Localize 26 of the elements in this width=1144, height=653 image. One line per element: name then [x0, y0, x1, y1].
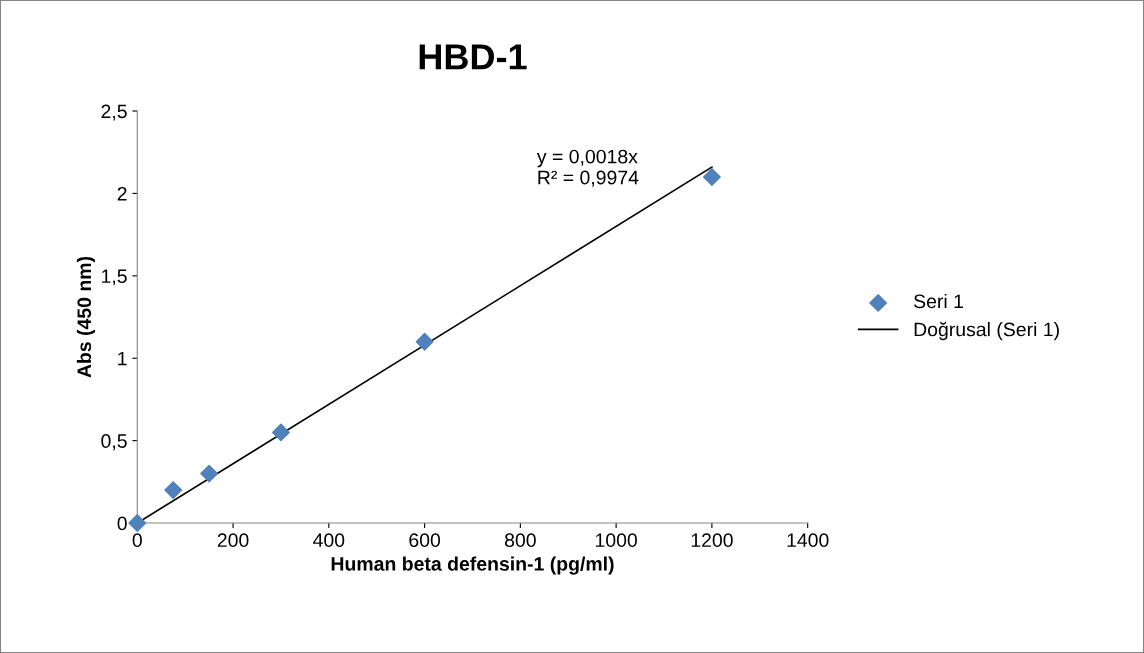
- point: [200, 464, 219, 483]
- legend-label: Doğrusal (Seri 1): [914, 321, 1059, 341]
- annotation: y = 0,0018x R² = 0,9974: [536, 149, 639, 187]
- point: [415, 332, 434, 351]
- x-tick-label: 200: [217, 533, 249, 548]
- y-tick-label: 0: [117, 516, 127, 531]
- y-tick-label: 1: [118, 351, 127, 366]
- y-tick-label: 1,5: [102, 269, 127, 286]
- point: [702, 168, 721, 186]
- x-tick-label: 800: [504, 533, 536, 548]
- y-tick-label: 0,5: [101, 434, 127, 451]
- point: [164, 481, 183, 500]
- point: [272, 423, 290, 442]
- y-tick-label: 2,5: [101, 104, 127, 121]
- x-tick-label: 600: [409, 533, 441, 548]
- x-tick-label: 1200: [691, 533, 733, 548]
- point: [128, 514, 147, 532]
- y-axis-title: Abs (450 nm): [76, 256, 95, 378]
- x-tick-label: 400: [313, 533, 345, 548]
- x-axis-title: Human beta defensin-1 (pg/ml): [331, 556, 614, 575]
- legend-label: Seri 1: [914, 293, 963, 309]
- x-tick-label: 1000: [595, 533, 637, 548]
- y-tick-label: 2: [117, 186, 127, 201]
- chart-title: HBD-1: [419, 44, 527, 70]
- x-tick-label: 0: [132, 533, 142, 548]
- x-tick-label: 1400: [787, 533, 829, 548]
